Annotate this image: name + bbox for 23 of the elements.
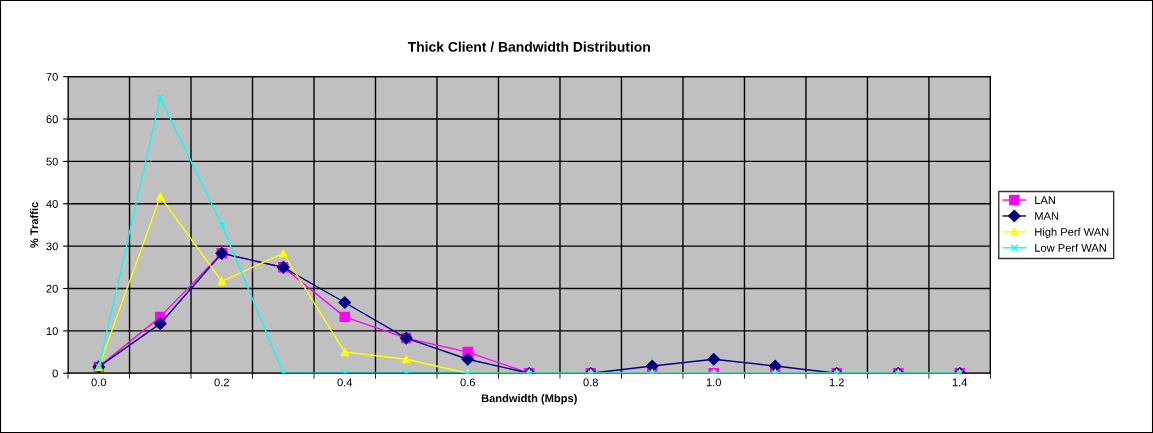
x-tick-label: 0.4 — [337, 378, 353, 387]
y-tick-label: 0 — [52, 369, 58, 378]
y-tick-label: 20 — [46, 284, 58, 293]
x-tick-label: 0.8 — [583, 378, 598, 387]
y-tick-label: 60 — [46, 115, 58, 124]
x-tick-label: 1.0 — [706, 378, 721, 387]
y-tick-label: 40 — [46, 200, 58, 208]
legend-label: Low Perf WAN — [1035, 243, 1106, 252]
x-tick-label: 1.4 — [952, 378, 968, 387]
x-tick-label: 1.2 — [829, 378, 844, 387]
y-tick-label: 30 — [46, 242, 58, 251]
y-axis-title: % Traffic — [30, 202, 39, 248]
x-axis-title: Bandwidth (Mbps) — [481, 394, 577, 405]
y-tick-label: 70 — [46, 72, 58, 81]
x-tick-label: 0.0 — [91, 378, 107, 387]
chart-title: Thick Client / Bandwidth Distribution — [407, 41, 650, 52]
y-tick-label: 10 — [46, 327, 58, 336]
y-tick-label: 50 — [46, 157, 58, 166]
x-tick-label: 0.2 — [214, 378, 229, 387]
legend-label: High Perf WAN — [1035, 227, 1109, 239]
legend-label: LAN — [1035, 196, 1056, 204]
legend-label: MAN — [1035, 212, 1059, 220]
x-tick-label: 0.6 — [460, 378, 475, 387]
